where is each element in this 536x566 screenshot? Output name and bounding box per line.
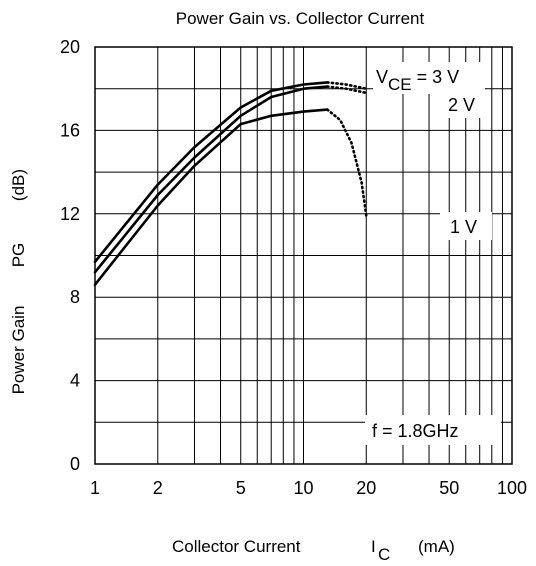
series-label-3v: VCE = 3 V [376, 67, 459, 94]
y-tick-label: 16 [60, 120, 80, 140]
x-tick-label: 1 [90, 478, 100, 498]
x-tick-label: 20 [356, 478, 376, 498]
label-background [365, 415, 501, 445]
series-label-2v: 2 V [448, 95, 475, 115]
y-axis-label-symbol: PG [9, 243, 28, 268]
label-background [373, 62, 485, 94]
y-tick-label: 0 [70, 454, 80, 474]
chart-title: Power Gain vs. Collector Current [176, 9, 425, 28]
series-line-2v [93, 85, 329, 274]
plot-frame [94, 46, 513, 465]
y-tick-label: 12 [60, 204, 80, 224]
series-line-3v [93, 81, 329, 264]
series-labels: VCE = 3 V2 V 1 V f = 1.8GHz [365, 62, 501, 445]
y-axis-label-main: Power Gain [9, 306, 28, 395]
series-label-1v: 1 V [450, 217, 477, 237]
y-tick-label: 8 [70, 287, 80, 307]
x-tick-label: 50 [439, 478, 459, 498]
label-background [440, 212, 492, 240]
y-axis-label: Power Gain PG (dB) [9, 169, 28, 394]
x-axis-label-symbol: I [371, 537, 376, 556]
x-tick-label: 5 [236, 478, 246, 498]
x-tick-label: 2 [153, 478, 163, 498]
x-axis-label-main: Collector Current [172, 537, 301, 556]
x-tick-label: 10 [293, 478, 313, 498]
label-background [440, 92, 490, 118]
series-lines [93, 81, 368, 286]
y-axis-label-unit: (dB) [9, 169, 28, 201]
y-tick-label: 20 [60, 37, 80, 57]
series-dotted-3v [326, 81, 368, 90]
series-dotted-1v [326, 108, 368, 218]
y-tick-label: 4 [70, 371, 80, 391]
x-axis-label: Collector Current I C (mA) [172, 537, 455, 564]
series-dotted-2v [326, 85, 368, 95]
series-line-1v [93, 108, 329, 286]
x-tick-label: 100 [497, 478, 527, 498]
x-axis-label-subscript: C [378, 545, 390, 564]
frequency-condition-label: f = 1.8GHz [372, 421, 459, 441]
x-axis-label-unit: (mA) [418, 537, 455, 556]
